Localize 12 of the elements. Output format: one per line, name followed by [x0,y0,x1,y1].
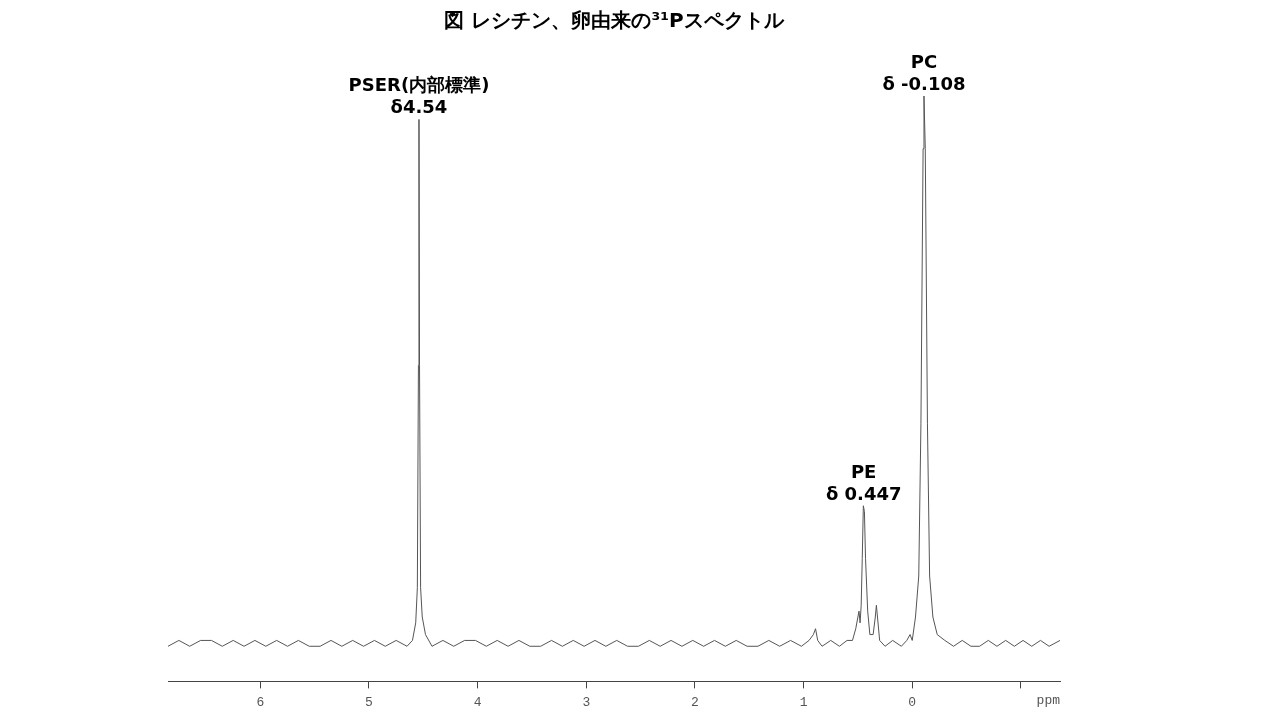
x-axis-title: ppm [1036,693,1061,709]
x-tick-label: 0 [908,694,917,710]
x-tick-label: 6 [256,694,265,710]
annotation: PSER(内部標準) δ4.54 [348,74,490,118]
annotation: PE δ 0.447 [825,460,902,504]
x-tick-label: 1 [799,694,808,710]
x-tick-label: 5 [365,694,373,710]
x-tick-label: 3 [582,694,591,710]
annotation: PC δ -0.108 [882,51,966,94]
chart-title: 図 レシチン、卵由来の³¹Pスペクトル [444,8,785,33]
x-tick-label: 2 [691,694,699,710]
x-tick-label: 4 [473,694,482,710]
